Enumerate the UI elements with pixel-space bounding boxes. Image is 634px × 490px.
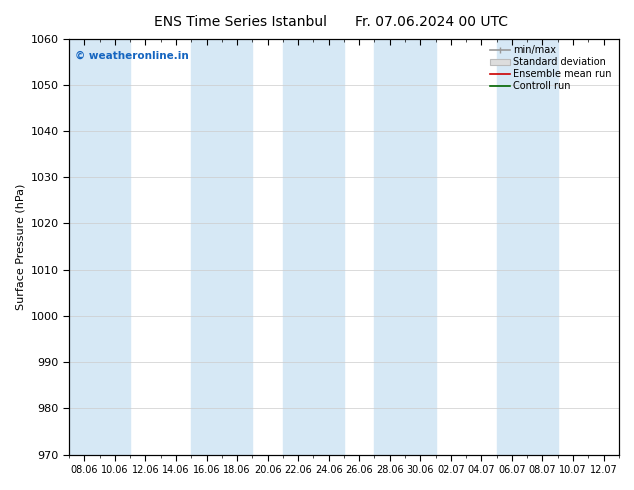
Legend: min/max, Standard deviation, Ensemble mean run, Controll run: min/max, Standard deviation, Ensemble me… [486,42,616,95]
Bar [527,39,558,455]
Bar [405,39,436,455]
Y-axis label: Surface Pressure (hPa): Surface Pressure (hPa) [15,183,25,310]
Bar [375,39,405,455]
Bar [69,39,100,455]
Text: Fr. 07.06.2024 00 UTC: Fr. 07.06.2024 00 UTC [354,15,508,29]
Bar [100,39,130,455]
Text: © weatheronline.in: © weatheronline.in [75,51,188,61]
Bar [496,39,527,455]
Bar [222,39,252,455]
Bar [313,39,344,455]
Bar [283,39,313,455]
Bar [191,39,222,455]
Text: ENS Time Series Istanbul: ENS Time Series Istanbul [155,15,327,29]
